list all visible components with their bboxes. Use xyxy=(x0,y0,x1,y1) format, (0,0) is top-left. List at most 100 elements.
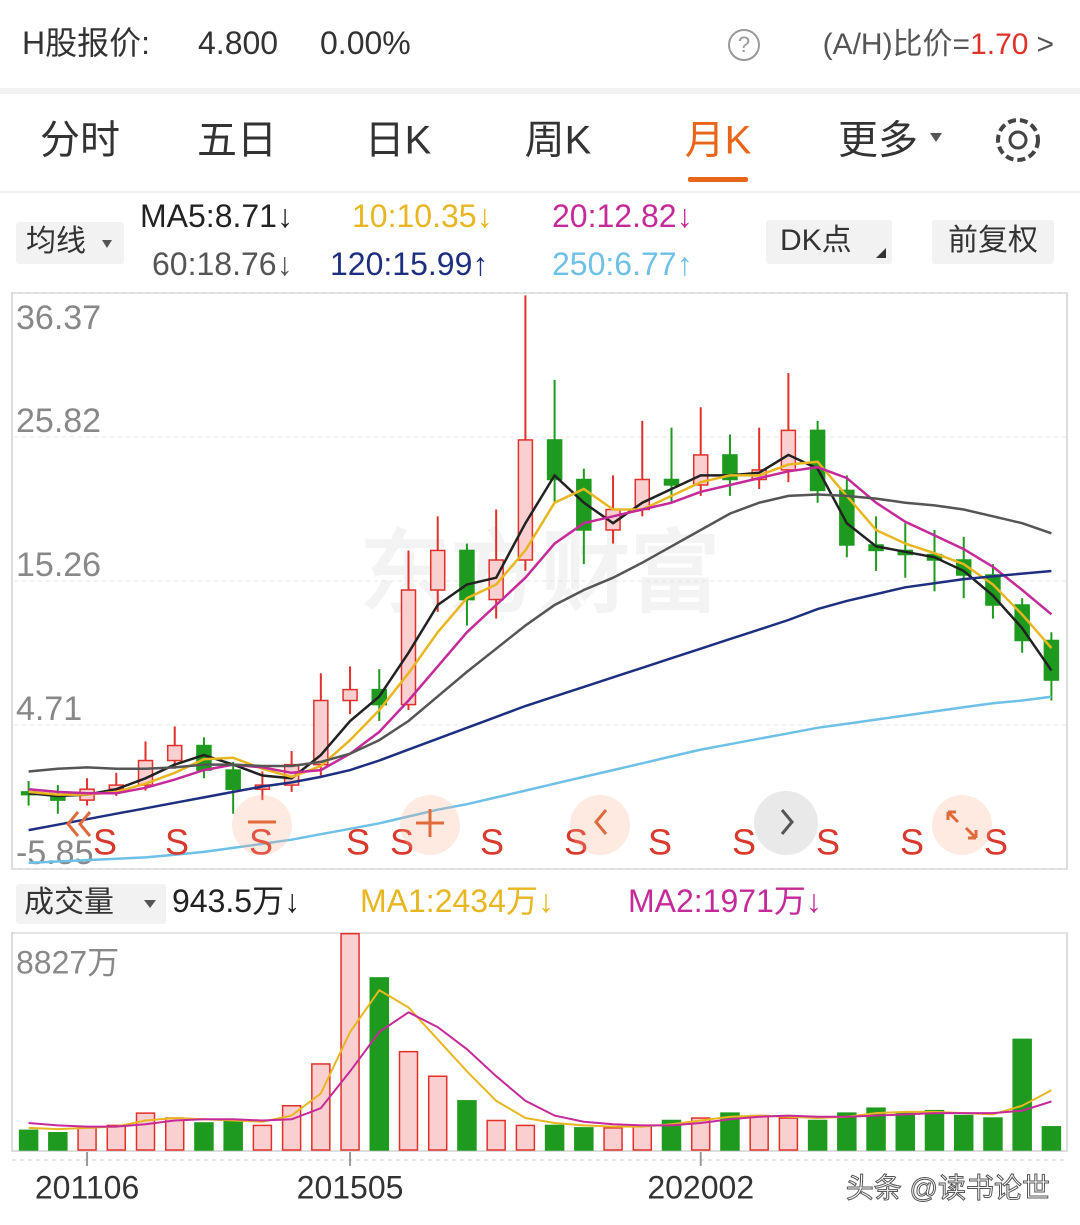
volume-bar xyxy=(544,1124,565,1151)
legend-value: 10.35 xyxy=(396,198,476,234)
legend-entry: 60:18.76↓ xyxy=(152,246,293,282)
tab[interactable]: 分时 xyxy=(40,119,120,163)
price-frame xyxy=(11,292,1068,870)
legend-sep: : xyxy=(426,883,435,919)
legend-value: 943.5 xyxy=(172,883,252,919)
legend-sep: : xyxy=(605,246,614,282)
candle-body xyxy=(546,439,563,481)
ratio-row[interactable]: (A/H)比价=1.70 > xyxy=(823,28,1054,61)
nav-next[interactable] xyxy=(780,809,794,835)
tab[interactable]: 日K xyxy=(365,119,432,163)
help-icon[interactable] xyxy=(728,29,760,61)
volume-bar xyxy=(924,1109,945,1151)
legend-entry: 250:6.77↑ xyxy=(552,246,693,282)
tab[interactable]: 五日 xyxy=(197,119,277,163)
dk-button-label: DK点 xyxy=(780,224,852,257)
candle-body xyxy=(459,549,475,601)
volume-bar xyxy=(369,977,390,1151)
signal: S xyxy=(165,822,189,863)
legend-sep: : xyxy=(588,198,597,234)
volume-bar xyxy=(340,932,360,1151)
legend-name: 20 xyxy=(552,198,588,234)
tab-bar: 分时 五日 日K 周K 月K 更多 xyxy=(40,119,918,182)
signal: S xyxy=(732,822,756,863)
volume-bar xyxy=(1041,1126,1062,1151)
volume-bar xyxy=(632,1124,653,1151)
tab[interactable]: 周K xyxy=(525,119,592,163)
volume-bar xyxy=(164,1117,185,1151)
candle-body xyxy=(342,688,358,702)
legend-trend: ↓ xyxy=(806,883,822,919)
nav-zoom-in[interactable] xyxy=(416,809,444,837)
y-tick-label: 15.26 xyxy=(16,546,101,584)
y-tick-label: -5.85 xyxy=(16,834,94,872)
legend-value: 1971 xyxy=(703,883,774,919)
volume-bar xyxy=(574,1127,594,1151)
volume-button-label: 成交量 xyxy=(24,886,114,919)
volume-caret xyxy=(144,900,156,908)
signal: S xyxy=(816,822,840,863)
settings-icon[interactable] xyxy=(996,118,1040,162)
nav-button[interactable] xyxy=(754,791,818,855)
volume-bar xyxy=(953,1114,974,1151)
signal: S xyxy=(564,822,588,863)
legend-name: 60 xyxy=(152,246,188,282)
legend-name: MA5 xyxy=(140,198,206,234)
ma-line xyxy=(28,1011,1052,1128)
volume-bar xyxy=(1012,1038,1032,1151)
legend-entry: MA5:8.71↓ xyxy=(140,198,293,234)
tab[interactable]: 月K xyxy=(685,119,752,163)
dk-button[interactable] xyxy=(766,220,892,264)
adjust-button[interactable] xyxy=(932,220,1054,264)
volume-bar xyxy=(194,1122,214,1151)
dk-caret xyxy=(876,248,886,258)
y-tick-label: 8827万 xyxy=(16,944,119,980)
ma-line xyxy=(28,453,1053,798)
ma-button[interactable] xyxy=(16,222,124,264)
volume-bar xyxy=(252,1124,273,1151)
volume-value: 943.5万↓ xyxy=(172,883,300,919)
legend-trend: ↓ xyxy=(677,198,693,234)
legend-entry: MA1:2434万↓ xyxy=(360,883,554,919)
ma-line xyxy=(28,695,1052,865)
volume-bar xyxy=(807,1119,828,1151)
candle-body xyxy=(809,429,826,492)
signal: S xyxy=(249,822,273,863)
volume-bar xyxy=(603,1127,623,1151)
divider xyxy=(0,191,1080,193)
legend-sep: : xyxy=(188,246,197,282)
volume-bar xyxy=(866,1107,886,1151)
volume-bar xyxy=(281,1104,302,1151)
quote-label: H股报价: xyxy=(22,25,150,61)
legend-name: 10 xyxy=(352,198,388,234)
signal: S xyxy=(984,822,1008,863)
volume-bar xyxy=(778,1117,799,1151)
nav-first[interactable] xyxy=(66,811,92,837)
ma-line xyxy=(28,465,1053,795)
volume-bar xyxy=(895,1112,916,1151)
nav-button[interactable] xyxy=(232,795,292,855)
volume-bar xyxy=(720,1112,740,1151)
volume-bar xyxy=(48,1132,68,1151)
legend-entry: 120:15.99↑ xyxy=(330,246,488,282)
nav-fullscreen[interactable] xyxy=(946,810,978,840)
legend-name: MA1 xyxy=(360,883,426,919)
chart-nav xyxy=(66,791,992,855)
nav-prev[interactable] xyxy=(594,809,608,835)
y-tick-label: 25.82 xyxy=(16,402,101,440)
x-tick-label: 202002 xyxy=(647,1169,754,1205)
tab[interactable]: 更多 xyxy=(838,119,918,163)
signal: S xyxy=(346,822,370,863)
candle-body xyxy=(722,454,738,481)
candle-body xyxy=(225,769,241,790)
legend-name: MA2 xyxy=(628,883,694,919)
legend-trend: ↑ xyxy=(677,246,693,282)
legend-name: 250 xyxy=(552,246,605,282)
volume-button[interactable] xyxy=(16,884,166,924)
volume-bar xyxy=(837,1112,857,1151)
legend-value: 6.77 xyxy=(614,246,676,282)
nav-button[interactable] xyxy=(932,795,992,855)
legend-unit: 万 xyxy=(252,883,284,919)
